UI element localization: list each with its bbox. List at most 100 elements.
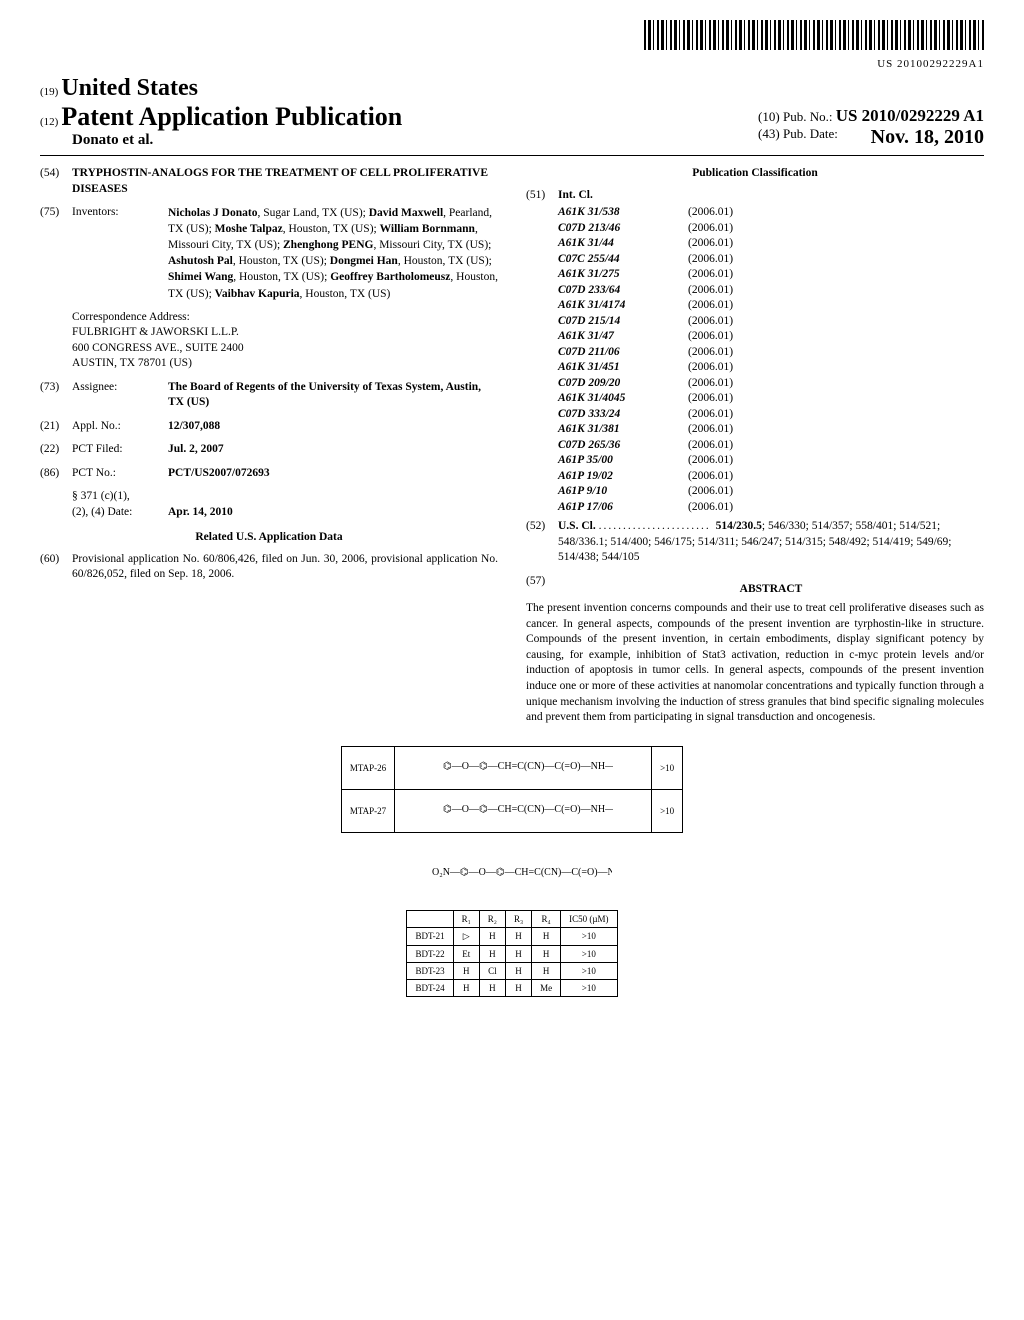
table-header bbox=[407, 910, 453, 927]
provisional-field: (60) Provisional application No. 60/806,… bbox=[40, 552, 498, 583]
doctype-num: (12) bbox=[40, 116, 58, 128]
inventors-label: Inventors: bbox=[72, 205, 168, 302]
table-cell: >10 bbox=[561, 945, 617, 962]
abstract-head: ABSTRACT bbox=[558, 582, 984, 598]
table-cell: >10 bbox=[561, 979, 617, 996]
figure-top-table: MTAP-26 ⌬—O—⌬—CH=C(CN)—C(=O)—NH—⌬ >10 MT… bbox=[341, 746, 683, 833]
title-num: (54) bbox=[40, 166, 72, 197]
intcl-row: A61K 31/451(2006.01) bbox=[558, 360, 984, 376]
intcl-row: A61P 35/00(2006.01) bbox=[558, 453, 984, 469]
pctno-field: (86) PCT No.: PCT/US2007/072693 bbox=[40, 466, 498, 482]
table-cell: BDT-22 bbox=[407, 945, 453, 962]
assignee-field: (73) Assignee: The Board of Regents of t… bbox=[40, 380, 498, 411]
table-cell: H bbox=[453, 979, 479, 996]
assignee-text: The Board of Regents of the University o… bbox=[168, 380, 498, 411]
pubno-label: Pub. No.: bbox=[783, 109, 832, 124]
applno-text: 12/307,088 bbox=[168, 419, 498, 435]
molecule-icon: ⌬—O—⌬—CH=C(CN)—C(=O)—NH—⌬ bbox=[433, 794, 613, 824]
intcl-row: C07D 265/36(2006.01) bbox=[558, 438, 984, 454]
compound-id: MTAP-26 bbox=[341, 746, 394, 789]
barcode-graphic bbox=[644, 20, 984, 50]
uscl-field: (52) U.S. Cl. ....................... 51… bbox=[526, 519, 984, 566]
s371-label2: (2), (4) Date: bbox=[72, 506, 132, 518]
abstract-row: (57) ABSTRACT bbox=[526, 574, 984, 602]
intcl-code: A61K 31/451 bbox=[558, 360, 688, 376]
intcl-code: A61P 35/00 bbox=[558, 453, 688, 469]
pctfiled-num: (22) bbox=[40, 442, 72, 458]
compound-id: MTAP-27 bbox=[341, 789, 394, 832]
intcl-row: A61P 9/10(2006.01) bbox=[558, 484, 984, 500]
ic50-value: >10 bbox=[652, 746, 683, 789]
table-row: BDT-22EtHHH>10 bbox=[407, 945, 617, 962]
table-cell: Me bbox=[532, 979, 561, 996]
right-column: Publication Classification (51) Int. Cl.… bbox=[526, 166, 984, 726]
figure-bottom-table: R₁R₂R₃R₄IC50 (µM)BDT-21▷HHH>10BDT-22EtHH… bbox=[406, 910, 617, 997]
ic50-value: >10 bbox=[652, 789, 683, 832]
intcl-row: C07D 211/06(2006.01) bbox=[558, 345, 984, 361]
table-row: MTAP-26 ⌬—O—⌬—CH=C(CN)—C(=O)—NH—⌬ >10 bbox=[341, 746, 682, 789]
s371-field: § 371 (c)(1), (2), (4) Date: Apr. 14, 20… bbox=[40, 489, 498, 520]
table-cell: H bbox=[453, 962, 479, 979]
provisional-num: (60) bbox=[40, 552, 72, 583]
table-cell: H bbox=[532, 962, 561, 979]
separator bbox=[40, 155, 984, 156]
intcl-year: (2006.01) bbox=[688, 391, 768, 407]
intcl-year: (2006.01) bbox=[688, 438, 768, 454]
table-header: R₂ bbox=[479, 910, 505, 927]
table-row: BDT-21▷HHH>10 bbox=[407, 927, 617, 945]
intcl-row: C07D 215/14(2006.01) bbox=[558, 314, 984, 330]
pctno-num: (86) bbox=[40, 466, 72, 482]
table-cell: BDT-23 bbox=[407, 962, 453, 979]
svg-text:⌬—O—⌬—CH=C(CN)—C(=O)—NH—⌬: ⌬—O—⌬—CH=C(CN)—C(=O)—NH—⌬ bbox=[443, 761, 613, 772]
intcl-year: (2006.01) bbox=[688, 422, 768, 438]
intcl-code: A61K 31/381 bbox=[558, 422, 688, 438]
header-right: (10) Pub. No.: US 2010/0292229 A1 (43) P… bbox=[758, 106, 984, 149]
table-cell: H bbox=[532, 945, 561, 962]
inventors-list: Nicholas J Donato, Sugar Land, TX (US); … bbox=[168, 205, 498, 302]
scaffold-structure: O₂N—⌬—O—⌬—CH=C(CN)—C(=O)—NH—⌬(R₁,R₂,R₃,R… bbox=[412, 847, 612, 900]
applno-label: Appl. No.: bbox=[72, 419, 168, 435]
table-cell: BDT-24 bbox=[407, 979, 453, 996]
header-left: (19) United States (12) Patent Applicati… bbox=[40, 75, 402, 149]
table-row: BDT-24HHHMe>10 bbox=[407, 979, 617, 996]
table-cell: H bbox=[479, 979, 505, 996]
table-header: R₃ bbox=[505, 910, 531, 927]
pctno-text: PCT/US2007/072693 bbox=[168, 466, 498, 482]
s371-text: Apr. 14, 2010 bbox=[168, 505, 498, 521]
intcl-year: (2006.01) bbox=[688, 407, 768, 423]
intcl-year: (2006.01) bbox=[688, 329, 768, 345]
intcl-row: A61P 19/02(2006.01) bbox=[558, 469, 984, 485]
related-head: Related U.S. Application Data bbox=[40, 530, 498, 546]
pctfiled-field: (22) PCT Filed: Jul. 2, 2007 bbox=[40, 442, 498, 458]
intcl-code: A61K 31/4174 bbox=[558, 298, 688, 314]
intcl-year: (2006.01) bbox=[688, 298, 768, 314]
left-column: (54) TRYPHOSTIN-ANALOGS FOR THE TREATMEN… bbox=[40, 166, 498, 726]
intcl-code: C07D 265/36 bbox=[558, 438, 688, 454]
pctfiled-label: PCT Filed: bbox=[72, 442, 168, 458]
intcl-code: A61P 17/06 bbox=[558, 500, 688, 516]
intcl-row: A61K 31/47(2006.01) bbox=[558, 329, 984, 345]
table-cell: H bbox=[505, 927, 531, 945]
intcl-row: A61K 31/275(2006.01) bbox=[558, 267, 984, 283]
correspondence-line: FULBRIGHT & JAWORSKI L.L.P. bbox=[72, 325, 498, 341]
jurisdiction: United States bbox=[61, 75, 198, 101]
intcl-code: A61K 31/538 bbox=[558, 205, 688, 221]
pctfiled-text: Jul. 2, 2007 bbox=[168, 442, 498, 458]
table-header: IC50 (µM) bbox=[561, 910, 617, 927]
pubno: US 2010/0292229 A1 bbox=[836, 106, 984, 125]
table-cell: Et bbox=[453, 945, 479, 962]
table-cell: H bbox=[505, 979, 531, 996]
intcl-row: C07D 233/64(2006.01) bbox=[558, 283, 984, 299]
barcode-text: US 20100292229A1 bbox=[877, 58, 984, 70]
jurisdiction-num: (19) bbox=[40, 86, 58, 98]
intcl-code: A61K 31/4045 bbox=[558, 391, 688, 407]
assignee-label: Assignee: bbox=[72, 380, 168, 411]
table-cell: H bbox=[479, 945, 505, 962]
intcl-code: C07D 209/20 bbox=[558, 376, 688, 392]
title-field: (54) TRYPHOSTIN-ANALOGS FOR THE TREATMEN… bbox=[40, 166, 498, 197]
pubno-num: (10) bbox=[758, 109, 780, 124]
assignee-num: (73) bbox=[40, 380, 72, 411]
abstract-text: The present invention concerns compounds… bbox=[526, 601, 984, 725]
table-cell: ▷ bbox=[453, 927, 479, 945]
intcl-code: A61K 31/44 bbox=[558, 236, 688, 252]
